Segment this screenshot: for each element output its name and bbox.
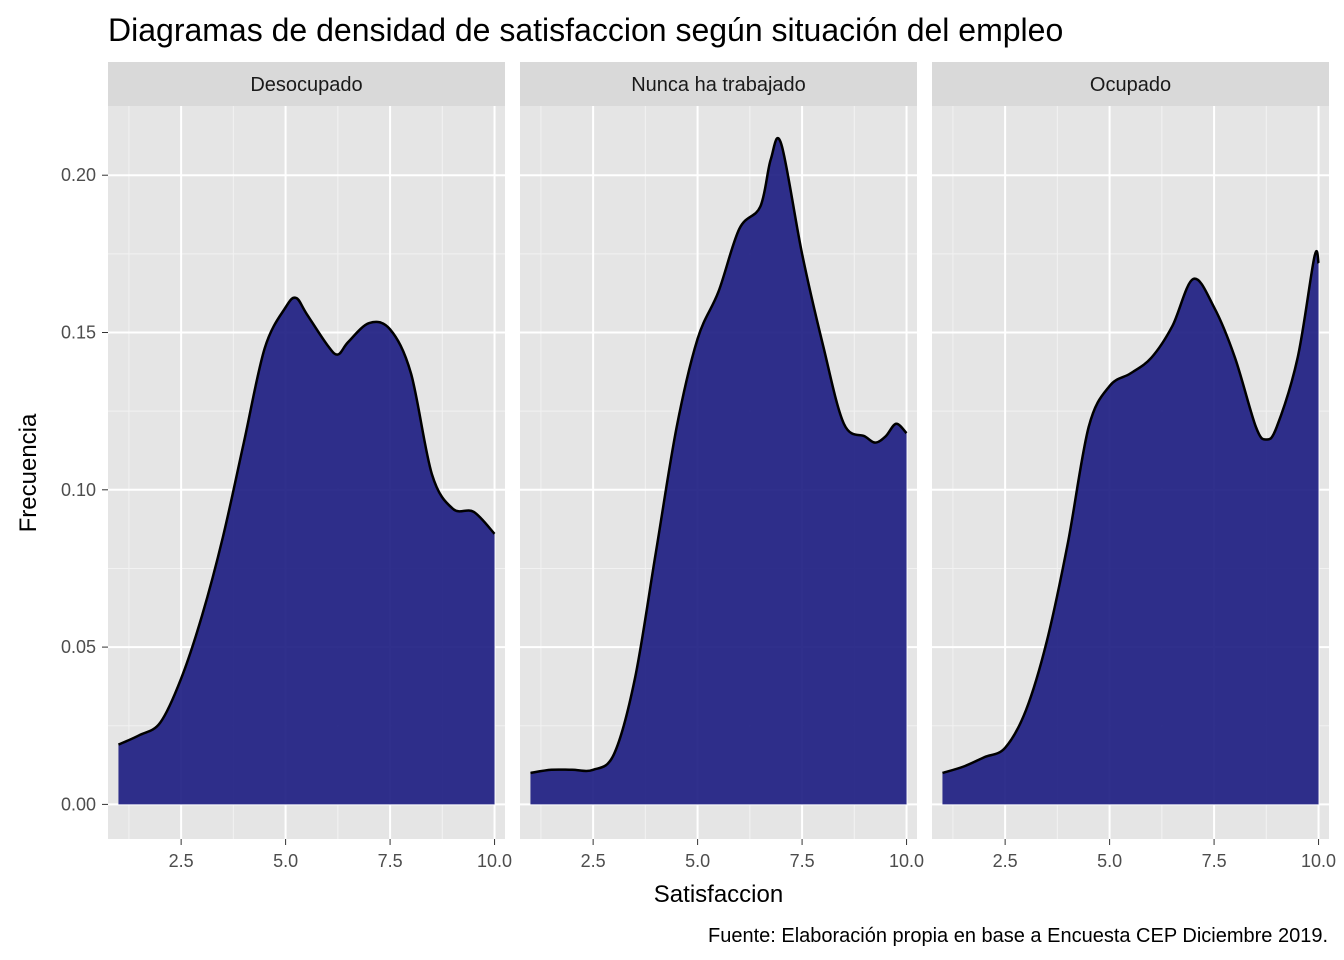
facet-strip xyxy=(932,62,1329,106)
x-tick-label: 10.0 xyxy=(477,851,512,871)
x-tick-label: 10.0 xyxy=(1301,851,1336,871)
density-area xyxy=(118,297,495,805)
x-tick-label: 7.5 xyxy=(790,851,815,871)
chart-title: Diagramas de densidad de satisfaccion se… xyxy=(108,12,1063,48)
x-tick-label: 10.0 xyxy=(889,851,924,871)
y-axis-title: Frecuencia xyxy=(15,413,42,532)
x-tick-label: 5.0 xyxy=(685,851,710,871)
x-axis-title: Satisfaccion xyxy=(654,881,783,908)
y-tick-label: 0.15 xyxy=(61,323,96,343)
y-axis: 0.00 0.05 0.10 0.15 0.20 xyxy=(61,165,108,814)
x-tick-label: 7.5 xyxy=(1202,851,1227,871)
facet-strip xyxy=(520,62,917,106)
x-tick-label: 2.5 xyxy=(581,851,606,871)
x-tick-label: 2.5 xyxy=(169,851,194,871)
x-tick-label: 2.5 xyxy=(993,851,1018,871)
chart-caption: Fuente: Elaboración propia en base a Enc… xyxy=(708,925,1328,947)
y-tick-label: 0.10 xyxy=(61,480,96,500)
y-tick-label: 0.05 xyxy=(61,637,96,657)
panel-ocupado: Ocupado 2.5 5.0 7.5 10.0 xyxy=(932,62,1336,871)
facet-strip-label: Desocupado xyxy=(250,74,362,96)
panel-nunca-ha-trabajado: Nunca ha trabajado 2.5 5.0 7.5 10.0 xyxy=(520,62,924,871)
facet-strip-label: Ocupado xyxy=(1090,74,1171,96)
density-line xyxy=(530,136,908,775)
y-tick-label: 0.00 xyxy=(61,794,96,814)
y-tick-label: 0.20 xyxy=(61,165,96,185)
x-tick-label: 7.5 xyxy=(378,851,403,871)
x-tick-label: 5.0 xyxy=(1097,851,1122,871)
density-line xyxy=(942,249,1320,775)
facet-strip-label: Nunca ha trabajado xyxy=(631,74,806,96)
density-line xyxy=(117,296,496,746)
panel-desocupado: Desocupado 2.5 5.0 7.5 10.0 xyxy=(108,62,512,871)
density-area xyxy=(942,251,1319,805)
facet-strip xyxy=(108,62,505,106)
x-tick-label: 5.0 xyxy=(273,851,298,871)
